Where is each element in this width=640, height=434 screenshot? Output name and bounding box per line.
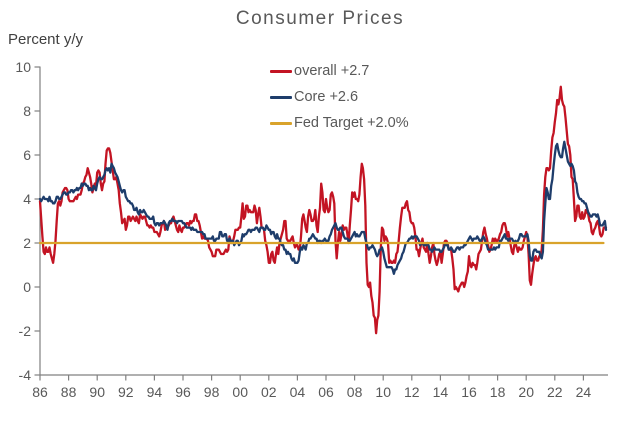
y-tick-label: 4	[23, 191, 31, 207]
x-tick-label: 04	[290, 384, 306, 400]
x-tick-label: 20	[518, 384, 534, 400]
legend: overall +2.7 Core +2.6 Fed Target +2.0%	[270, 58, 409, 136]
legend-item-core: Core +2.6	[270, 84, 409, 110]
x-tick-label: 96	[175, 384, 191, 400]
x-tick-label: 92	[118, 384, 134, 400]
x-tick-label: 90	[89, 384, 105, 400]
x-tick-label: 00	[232, 384, 248, 400]
legend-label-core: Core +2.6	[294, 89, 359, 105]
chart-title: Consumer Prices	[235, 8, 405, 29]
x-tick-label: 86	[32, 384, 48, 400]
y-tick-label: 10	[15, 59, 31, 75]
x-tick-label: 02	[261, 384, 277, 400]
legend-label-overall: overall +2.7	[294, 63, 370, 79]
y-tick-label: -2	[19, 323, 32, 339]
x-tick-label: 12	[404, 384, 420, 400]
x-tick-label: 10	[375, 384, 391, 400]
x-tick-label: 16	[461, 384, 477, 400]
fed-target-line-swatch	[270, 121, 292, 125]
x-tick-label: 06	[318, 384, 334, 400]
x-tick-label: 22	[547, 384, 563, 400]
overall-series-line	[38, 85, 608, 335]
overall-line-swatch	[270, 69, 292, 73]
x-tick-label: 08	[347, 384, 363, 400]
y-tick-label: 2	[23, 235, 31, 251]
x-tick-label: 88	[61, 384, 77, 400]
y-tick-label: 8	[23, 103, 31, 119]
y-tick-label: 0	[23, 279, 31, 295]
x-tick-label: 24	[576, 384, 592, 400]
core-line-swatch	[270, 95, 292, 99]
x-tick-label: 18	[490, 384, 506, 400]
y-axis-unit-label: Percent y/y	[8, 31, 84, 48]
core-series-line	[38, 140, 608, 275]
x-tick-label: 94	[147, 384, 163, 400]
x-tick-label: 98	[204, 384, 220, 400]
legend-item-fed-target: Fed Target +2.0%	[270, 110, 409, 136]
y-tick-label: -4	[19, 367, 32, 383]
y-tick-label: 6	[23, 147, 31, 163]
legend-label-fed-target: Fed Target +2.0%	[294, 115, 409, 131]
x-tick-label: 14	[433, 384, 449, 400]
legend-item-overall: overall +2.7	[270, 58, 409, 84]
